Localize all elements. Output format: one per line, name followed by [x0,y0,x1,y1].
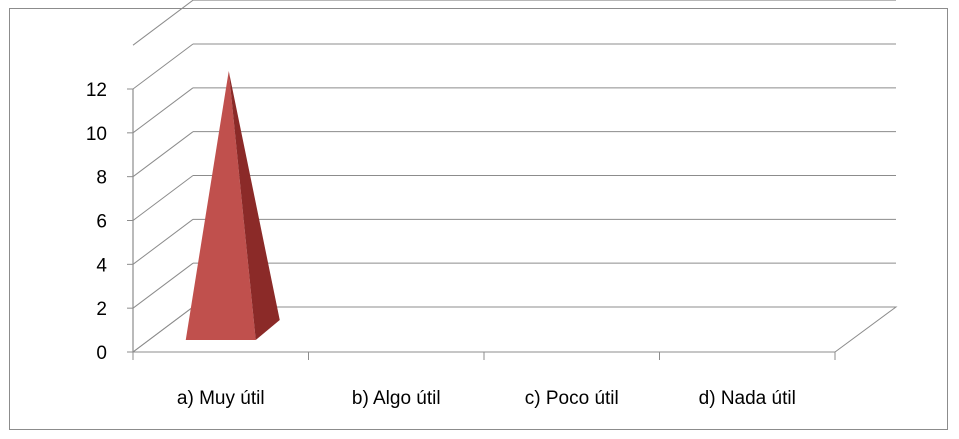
chart-side-wall [132,0,194,353]
y-axis-tick-label: 12 [86,80,107,101]
y-axis-tick-label: 6 [96,212,107,233]
y-axis-tick-labels: 0 2 4 6 8 10 12 [86,80,108,364]
x-axis-category-labels: a) Muy útil b) Algo útil c) Poco útil d) Na… [177,388,796,409]
y-axis-tick-label: 8 [96,168,107,189]
y-axis-tick-label: 4 [96,255,107,276]
chart-back-wall [193,0,896,308]
chart-bars [185,71,280,340]
side-wall-gridline [132,43,194,90]
side-wall-gridline [132,131,194,178]
side-wall-gridline [132,218,194,265]
side-wall-gridline [132,262,194,309]
x-axis-category-label: a) Muy útil [177,388,265,409]
pyramid-bar [185,71,280,340]
chart-floor-outline [131,306,898,353]
x-axis-category-label: b) Algo útil [352,388,441,409]
y-axis-tick-label: 10 [86,124,107,145]
pyramid-bar-front-face [185,71,256,340]
x-axis-category-label: c) Poco útil [525,388,619,409]
chart-floor [131,306,898,353]
x-axis-category-label: d) Nada útil [699,388,796,409]
chart-axes [127,88,836,360]
side-wall-gridline [132,87,194,134]
pyramid-bar-side-face [228,71,280,340]
y-axis-tick-label: 2 [96,299,107,320]
side-wall-gridline [132,175,194,221]
y-axis-tick-label: 0 [96,343,107,364]
side-wall-gridline [132,0,194,46]
